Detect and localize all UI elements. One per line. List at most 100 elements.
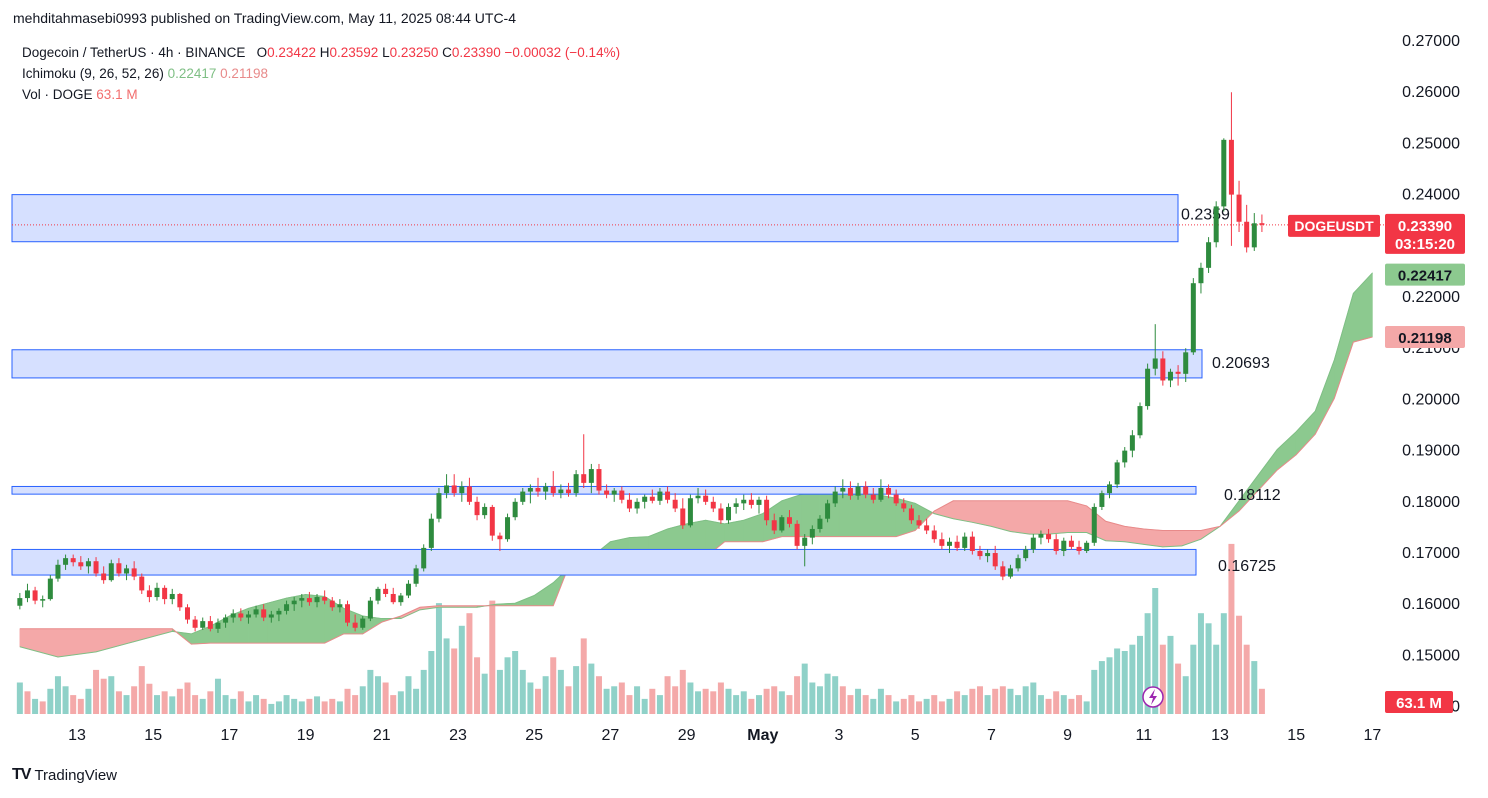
candle[interactable] (192, 616, 198, 632)
candle[interactable] (32, 586, 38, 605)
candle[interactable] (726, 503, 732, 524)
candle[interactable] (1206, 237, 1212, 273)
candle[interactable] (642, 494, 648, 509)
candle[interactable] (687, 494, 693, 528)
candle[interactable] (1183, 348, 1189, 383)
legend-ichimoku-label[interactable]: Ichimoku (9, 26, 52, 26) (22, 66, 164, 81)
candle[interactable] (748, 493, 754, 509)
candle[interactable] (1061, 537, 1067, 557)
candle[interactable] (756, 496, 762, 514)
candle[interactable] (733, 498, 739, 514)
candle[interactable] (352, 614, 358, 632)
candle[interactable] (840, 479, 846, 499)
candle[interactable] (1129, 430, 1135, 458)
candle[interactable] (1213, 201, 1219, 248)
candle[interactable] (413, 564, 419, 587)
candle[interactable] (588, 463, 594, 494)
candle[interactable] (1000, 561, 1006, 581)
candle[interactable] (634, 498, 640, 514)
candle[interactable] (1236, 180, 1242, 232)
candle[interactable] (901, 498, 907, 513)
candle[interactable] (261, 604, 267, 622)
candle[interactable] (139, 573, 145, 594)
candle[interactable] (223, 614, 229, 628)
candle[interactable] (1099, 490, 1105, 511)
candle[interactable] (771, 513, 777, 535)
candle[interactable] (520, 488, 526, 505)
tradingview-logo[interactable]: TV TradingView (12, 766, 117, 784)
candle[interactable] (177, 592, 183, 611)
candle[interactable] (558, 484, 564, 499)
zone-box[interactable] (11, 485, 1197, 495)
candle[interactable] (489, 504, 495, 541)
candle[interactable] (1007, 564, 1013, 579)
candle[interactable] (238, 608, 244, 622)
candle[interactable] (611, 488, 617, 502)
candle[interactable] (1053, 534, 1059, 555)
candle[interactable] (390, 587, 396, 605)
legend-symbol[interactable]: Dogecoin / TetherUS · 4h · BINANCE (22, 45, 246, 60)
candle[interactable] (649, 489, 655, 504)
candle[interactable] (893, 489, 899, 506)
candle[interactable] (718, 503, 724, 524)
zone-box[interactable] (11, 194, 1179, 243)
candle[interactable] (1015, 554, 1021, 572)
candle[interactable] (1190, 278, 1196, 355)
candle[interactable] (78, 556, 84, 570)
candle[interactable] (200, 617, 206, 630)
candle[interactable] (954, 535, 960, 551)
candle[interactable] (93, 557, 99, 577)
candle[interactable] (428, 513, 434, 551)
candle[interactable] (703, 489, 709, 505)
candle[interactable] (802, 534, 808, 567)
candle[interactable] (360, 616, 366, 630)
candle[interactable] (680, 498, 686, 529)
candle[interactable] (230, 609, 236, 623)
candle[interactable] (314, 593, 320, 608)
candle[interactable] (931, 525, 937, 543)
candle[interactable] (977, 545, 983, 560)
candle[interactable] (786, 510, 792, 528)
candle[interactable] (870, 488, 876, 504)
candle[interactable] (337, 599, 343, 613)
price-chart[interactable]: 0.2359 0.20693 0.18112 0.16725 0.27000 0.260… (0, 0, 1488, 760)
candle[interactable] (1198, 262, 1204, 294)
candle[interactable] (245, 610, 251, 624)
candle[interactable] (1228, 92, 1234, 246)
candle[interactable] (284, 600, 290, 615)
candle[interactable] (405, 580, 411, 599)
candle[interactable] (1137, 402, 1143, 439)
candle[interactable] (451, 474, 457, 497)
candle[interactable] (116, 558, 122, 577)
candle[interactable] (162, 585, 168, 605)
candle[interactable] (444, 474, 450, 499)
candle[interactable] (322, 590, 328, 605)
candle[interactable] (108, 559, 114, 582)
candle[interactable] (184, 604, 190, 624)
candle[interactable] (916, 515, 922, 529)
candle[interactable] (535, 477, 541, 497)
candle[interactable] (527, 484, 533, 504)
candle[interactable] (367, 597, 373, 622)
candle[interactable] (276, 608, 282, 622)
candle[interactable] (832, 486, 838, 507)
candle[interactable] (1221, 138, 1227, 212)
candle[interactable] (146, 585, 152, 603)
candle[interactable] (1084, 540, 1090, 554)
candle[interactable] (253, 605, 259, 618)
candle[interactable] (657, 488, 663, 505)
candle[interactable] (847, 481, 853, 500)
candle[interactable] (398, 592, 404, 606)
zone-box[interactable] (11, 349, 1203, 379)
candle[interactable] (154, 582, 160, 601)
candle[interactable] (24, 583, 30, 603)
candle[interactable] (85, 558, 91, 574)
candle[interactable] (878, 479, 884, 502)
candle[interactable] (383, 583, 389, 598)
candle[interactable] (741, 494, 747, 511)
candle[interactable] (1091, 503, 1097, 546)
candle[interactable] (268, 610, 274, 623)
candle[interactable] (710, 496, 716, 513)
candle[interactable] (604, 484, 610, 499)
candle[interactable] (1145, 363, 1151, 410)
